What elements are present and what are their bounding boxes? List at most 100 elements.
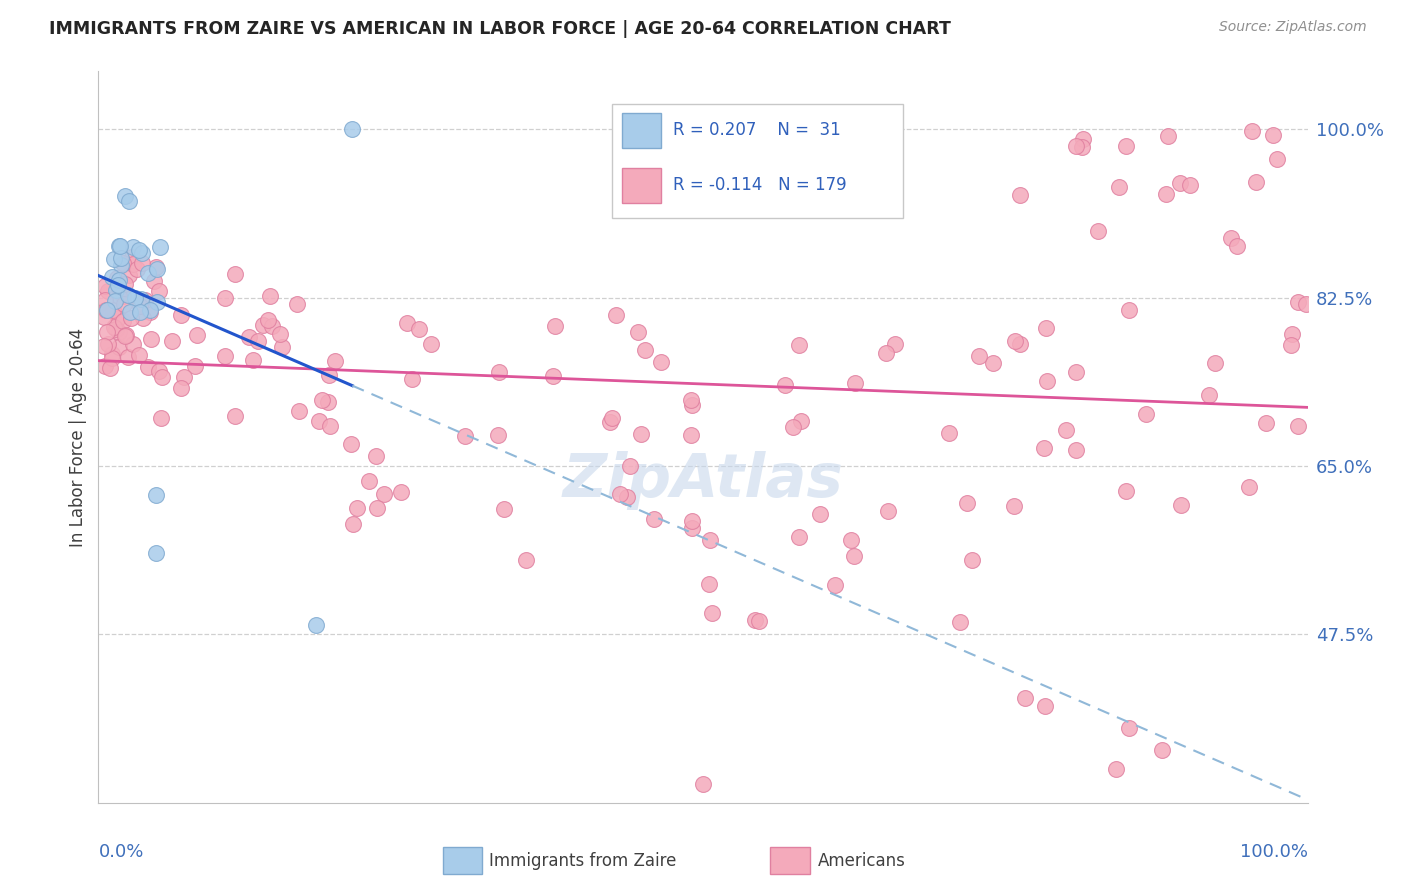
Point <box>146 261 169 276</box>
Point <box>170 308 193 322</box>
Point <box>242 352 264 367</box>
Point <box>1219 230 1241 244</box>
Point <box>101 270 124 285</box>
Point <box>160 334 183 348</box>
Point <box>650 355 672 369</box>
Point <box>342 517 364 532</box>
Point <box>104 293 127 308</box>
Point <box>111 289 134 303</box>
Point <box>93 339 115 353</box>
Point <box>699 533 721 548</box>
Point <box>238 330 260 344</box>
Point <box>94 359 117 373</box>
Point <box>488 365 510 379</box>
Point <box>143 274 166 288</box>
Point <box>787 338 810 352</box>
Point <box>141 332 163 346</box>
Point <box>121 337 143 351</box>
Point <box>1254 416 1277 430</box>
Point <box>1154 187 1177 202</box>
Point <box>148 364 170 378</box>
Point <box>1008 337 1031 351</box>
Point <box>1295 297 1317 311</box>
Point <box>134 293 156 307</box>
Point <box>184 359 207 373</box>
Point <box>1118 721 1140 735</box>
Point <box>1286 418 1309 433</box>
Point <box>1010 187 1032 202</box>
Point <box>419 336 441 351</box>
Point <box>967 349 990 363</box>
Point <box>98 361 121 376</box>
Point <box>103 302 125 317</box>
Point <box>112 313 135 327</box>
Point <box>121 250 143 264</box>
Point <box>702 606 724 620</box>
Point <box>316 394 339 409</box>
Point <box>259 289 281 303</box>
Point <box>633 343 655 357</box>
Point <box>839 533 862 548</box>
Point <box>619 459 641 474</box>
Point <box>285 297 308 311</box>
Point <box>1064 365 1087 379</box>
Point <box>1071 139 1094 153</box>
Point <box>132 311 155 326</box>
Point <box>1108 179 1130 194</box>
FancyBboxPatch shape <box>613 104 903 218</box>
Point <box>744 613 766 627</box>
Point <box>107 311 129 326</box>
Point <box>214 291 236 305</box>
Point <box>1014 690 1036 705</box>
Point <box>121 257 143 271</box>
Point <box>346 500 368 515</box>
Point <box>541 368 564 383</box>
Point <box>396 316 419 330</box>
Point <box>101 347 124 361</box>
Point <box>790 414 813 428</box>
Point <box>956 496 979 510</box>
Point <box>389 485 412 500</box>
Point <box>1135 407 1157 421</box>
Point <box>1279 338 1302 352</box>
Point <box>93 278 115 293</box>
Point <box>118 194 141 209</box>
Point <box>128 243 150 257</box>
Point <box>114 328 136 343</box>
Point <box>138 266 160 280</box>
Point <box>630 426 652 441</box>
Point <box>256 313 278 327</box>
Point <box>136 359 159 374</box>
Point <box>1035 374 1057 388</box>
Point <box>1118 302 1140 317</box>
Point <box>129 293 152 307</box>
Point <box>1004 334 1026 348</box>
Point <box>679 428 702 442</box>
Point <box>170 381 193 395</box>
Text: IMMIGRANTS FROM ZAIRE VS AMERICAN IN LABOR FORCE | AGE 20-64 CORRELATION CHART: IMMIGRANTS FROM ZAIRE VS AMERICAN IN LAB… <box>49 20 950 37</box>
Point <box>117 287 139 301</box>
Point <box>1115 139 1137 153</box>
Point <box>609 487 631 501</box>
Point <box>173 370 195 384</box>
Text: R = -0.114   N = 179: R = -0.114 N = 179 <box>672 176 846 194</box>
Point <box>486 428 509 442</box>
Point <box>107 278 129 293</box>
Point <box>97 284 120 298</box>
Point <box>288 404 311 418</box>
Point <box>787 530 810 544</box>
Point <box>96 325 118 339</box>
Point <box>1198 388 1220 402</box>
Point <box>342 122 364 136</box>
Point <box>844 376 866 391</box>
Point <box>1170 176 1192 190</box>
Point <box>681 514 703 528</box>
Point <box>146 295 169 310</box>
Point <box>120 310 142 325</box>
Point <box>150 369 173 384</box>
Point <box>318 368 340 383</box>
Point <box>112 297 135 311</box>
Point <box>679 393 702 408</box>
Point <box>1204 356 1226 370</box>
Point <box>748 614 770 628</box>
